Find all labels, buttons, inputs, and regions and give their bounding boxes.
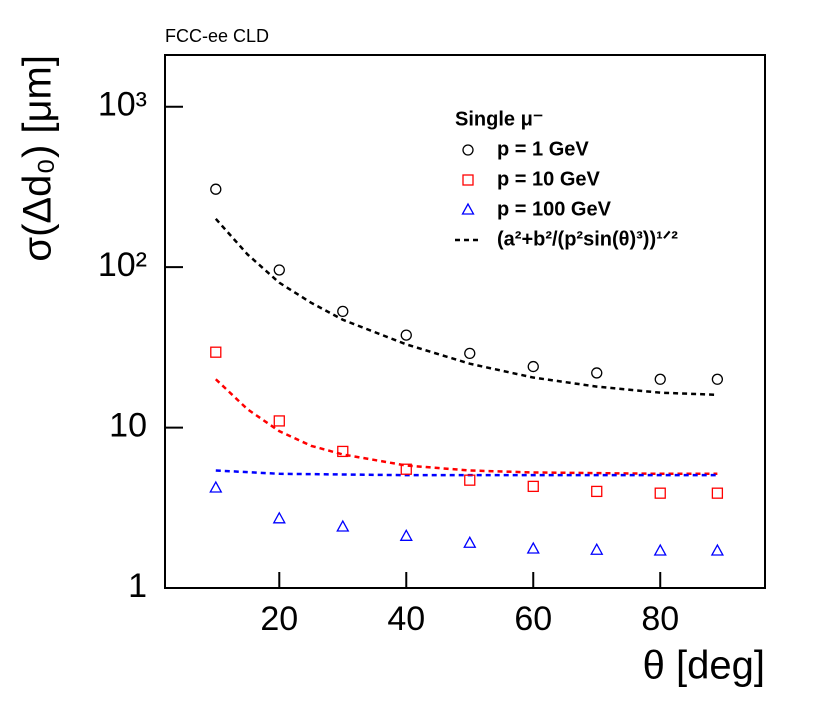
marker — [273, 415, 285, 427]
marker — [526, 541, 540, 554]
x-tick-label: 20 — [260, 600, 298, 638]
legend-label: p = 100 GeV — [497, 198, 612, 220]
marker — [463, 535, 477, 548]
legend-marker — [461, 202, 475, 215]
marker — [272, 511, 286, 524]
y-tick-label: 10 — [109, 407, 147, 445]
marker — [399, 528, 413, 541]
x-tick-label: 40 — [387, 600, 425, 638]
marker — [710, 543, 724, 556]
marker — [210, 346, 222, 358]
experiment-label: FCC-ee CLD — [165, 26, 269, 46]
marker — [210, 183, 222, 195]
y-axis-title: σ(Δd₀) [μm] — [16, 55, 60, 262]
legend-label: (a²+b²/(p²sin(θ)³))¹ᐟ² — [497, 228, 678, 250]
marker — [336, 519, 350, 532]
legend-label: p = 10 GeV — [497, 168, 600, 190]
y-tick-label: 10³ — [98, 86, 147, 124]
marker — [654, 487, 666, 499]
marker — [591, 485, 603, 498]
marker — [273, 264, 285, 276]
marker — [591, 367, 603, 379]
marker — [711, 487, 724, 499]
marker — [654, 373, 666, 385]
legend-marker — [462, 174, 474, 186]
legend-marker — [462, 144, 474, 156]
marker — [337, 305, 349, 318]
marker — [653, 543, 667, 556]
marker — [711, 373, 724, 385]
legend-title: Single μ⁻ — [455, 108, 543, 130]
marker — [464, 474, 476, 486]
marker — [400, 329, 412, 341]
fit-curve — [214, 218, 718, 397]
marker — [590, 542, 604, 555]
marker — [527, 480, 539, 493]
y-tick-label: 10² — [98, 246, 147, 284]
marker — [337, 445, 349, 458]
fit-curve — [214, 378, 718, 476]
marker — [400, 463, 412, 475]
legend-label: p = 1 GeV — [497, 138, 589, 160]
x-axis-title: θ [deg] — [643, 644, 765, 688]
y-tick-label: 1 — [128, 567, 147, 605]
marker — [209, 480, 223, 493]
marker — [527, 360, 539, 373]
x-tick-label: 80 — [641, 600, 679, 638]
x-tick-label: 60 — [514, 600, 552, 638]
plot-frame — [164, 54, 766, 589]
marker — [464, 347, 476, 360]
